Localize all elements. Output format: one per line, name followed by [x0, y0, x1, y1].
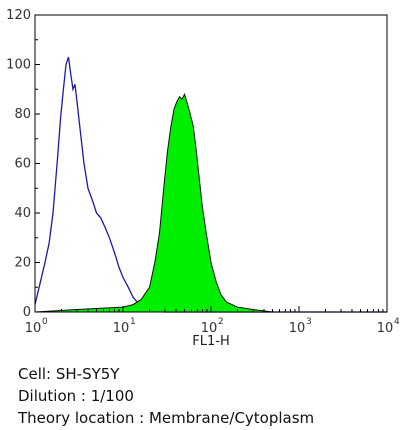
y-tick-label: 100	[6, 58, 31, 73]
x-tick-label: 10	[25, 321, 42, 336]
x-tick-exponent: 4	[394, 317, 400, 327]
x-tick-exponent: 2	[218, 317, 224, 327]
x-tick-exponent: 1	[130, 317, 136, 327]
x-tick-label: 10	[113, 321, 130, 336]
x-tick-label: 10	[289, 321, 306, 336]
x-axis-label: FL1-H	[192, 334, 229, 349]
y-tick-label: 40	[14, 206, 31, 221]
series-layer	[34, 56, 387, 313]
caption-theory-location: Theory location : Membrane/Cytoplasm	[18, 409, 315, 427]
caption-dilution: Dilution : 1/100	[18, 387, 134, 405]
y-tick-label: 80	[14, 107, 31, 122]
x-tick-exponent: 0	[42, 317, 48, 327]
x-tick-exponent: 3	[306, 317, 312, 327]
y-tick-label: 120	[6, 8, 31, 23]
x-tick-label: 10	[377, 321, 394, 336]
y-tick-label: 20	[14, 256, 31, 271]
y-tick-label: 0	[23, 305, 31, 320]
x-tick-label: 10	[201, 321, 218, 336]
series-1-filled-histogram	[34, 92, 387, 313]
caption-cell-line: Cell: SH-SY5Y	[18, 365, 120, 383]
y-tick-label: 60	[14, 157, 31, 172]
